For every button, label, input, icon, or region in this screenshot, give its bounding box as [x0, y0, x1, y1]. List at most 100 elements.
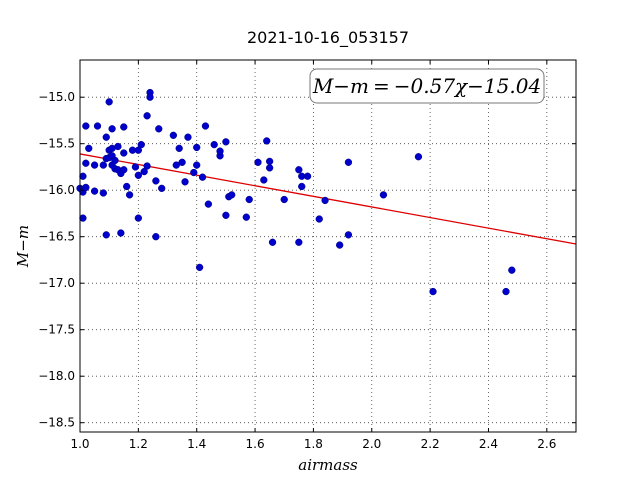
data-point	[228, 191, 236, 199]
data-point	[134, 171, 143, 179]
data-point	[344, 158, 353, 166]
data-point	[99, 189, 107, 197]
data-point	[90, 161, 99, 169]
data-point	[222, 211, 230, 219]
data-points	[76, 88, 516, 296]
data-point	[298, 182, 306, 191]
y-tick-label: −17.5	[38, 323, 75, 337]
data-point	[414, 153, 423, 161]
data-point	[111, 156, 119, 165]
x-axis-label: airmass	[298, 456, 358, 474]
data-point	[204, 200, 213, 208]
y-tick-label: −18.0	[38, 369, 75, 383]
data-point	[120, 149, 128, 157]
x-tick-label: 2.2	[421, 437, 440, 451]
x-axis-ticks: 1.0 1.2 1.4 1.6 1.8 2.0 2.2 2.4 2.6	[70, 60, 556, 451]
y-tick-label: −15.5	[38, 137, 75, 151]
data-point	[280, 195, 288, 204]
data-point	[82, 183, 90, 192]
data-point	[123, 182, 131, 191]
data-point	[268, 238, 277, 246]
data-point	[152, 233, 160, 241]
data-point	[155, 125, 163, 133]
x-tick-label: 2.6	[537, 437, 556, 451]
x-tick-label: 1.2	[129, 437, 148, 451]
data-point	[120, 166, 128, 174]
data-point	[502, 287, 510, 296]
y-tick-label: −17.0	[38, 276, 75, 290]
x-tick-label: 1.6	[246, 437, 265, 451]
data-point	[131, 163, 140, 171]
data-point	[193, 143, 201, 152]
data-point	[169, 131, 178, 139]
data-point	[172, 161, 180, 169]
y-axis-label: M−m	[14, 225, 32, 268]
data-point	[152, 177, 160, 185]
data-point	[379, 191, 388, 199]
data-point	[143, 112, 151, 120]
grid-lines	[79, 60, 576, 432]
data-point	[198, 173, 207, 181]
data-point	[117, 229, 125, 237]
data-point	[134, 214, 143, 222]
data-point	[321, 196, 329, 205]
data-point	[82, 122, 90, 130]
data-point	[508, 266, 516, 274]
y-tick-label: −16.5	[38, 230, 75, 244]
x-tick-label: 2.0	[362, 437, 381, 451]
data-point	[260, 176, 268, 184]
data-point	[295, 238, 303, 246]
x-tick-label: 1.8	[304, 437, 323, 451]
data-point	[125, 191, 134, 199]
data-point	[102, 231, 110, 239]
data-point	[105, 98, 113, 106]
data-point	[265, 157, 274, 166]
data-point	[201, 122, 210, 130]
data-point	[90, 187, 99, 195]
data-point	[108, 125, 116, 133]
data-point	[263, 137, 271, 145]
data-point	[222, 138, 230, 146]
x-tick-label: 2.4	[479, 437, 498, 451]
data-point	[195, 263, 204, 272]
y-tick-label: −16.0	[38, 183, 75, 197]
data-point	[303, 172, 312, 180]
data-point	[181, 178, 189, 186]
y-tick-label: −18.5	[38, 416, 75, 430]
data-point	[137, 140, 145, 149]
data-point	[336, 241, 344, 249]
y-axis-ticks: −15.0 −15.5 −16.0 −16.5 −17.0 −17.5 −18.0 −18.5	[38, 90, 576, 430]
data-point	[315, 215, 323, 223]
x-tick-label: 1.0	[70, 437, 89, 451]
data-point	[82, 159, 90, 167]
fit-annotation: M−m = −0.57χ−15.04	[309, 68, 545, 104]
data-point	[295, 166, 303, 174]
data-point	[93, 122, 102, 130]
data-point	[242, 213, 250, 221]
data-point	[158, 184, 166, 192]
data-point	[79, 214, 87, 222]
data-point	[265, 164, 274, 172]
data-point	[210, 140, 218, 149]
data-point	[193, 161, 201, 169]
data-point	[184, 133, 192, 141]
data-point	[216, 147, 224, 155]
data-point	[143, 162, 151, 170]
data-point	[99, 161, 107, 169]
data-point	[254, 158, 262, 166]
data-point	[146, 93, 154, 101]
data-point	[85, 144, 93, 153]
data-point	[114, 142, 122, 151]
data-point	[175, 144, 183, 153]
data-point	[102, 133, 110, 141]
y-tick-label: −15.0	[38, 90, 75, 104]
data-point	[245, 195, 253, 204]
plot-frame	[79, 59, 577, 433]
data-point	[190, 168, 198, 177]
data-point	[429, 287, 437, 296]
annotation-box	[309, 68, 545, 104]
x-tick-label: 1.4	[187, 437, 206, 451]
data-point	[178, 158, 186, 166]
data-point	[344, 231, 353, 239]
